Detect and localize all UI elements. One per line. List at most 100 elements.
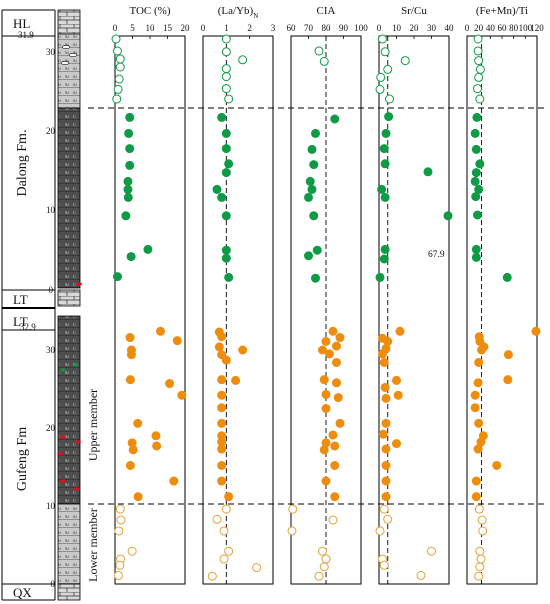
lithology-column xyxy=(57,9,82,601)
green-marker xyxy=(60,368,66,372)
gufeng-filled-point xyxy=(319,375,329,385)
gufeng-filled-point xyxy=(503,375,513,385)
dalong-filled-point xyxy=(375,272,385,282)
gufeng-open-point xyxy=(319,562,329,572)
dalong-open-point xyxy=(111,34,121,44)
x-tick-label: 80 xyxy=(509,23,519,33)
gufeng-filled-point xyxy=(381,492,391,502)
x-tick-label: 70 xyxy=(304,23,314,33)
gufeng-open-point xyxy=(116,515,126,525)
x-tick-label: 30 xyxy=(427,23,437,33)
gufeng-filled-point xyxy=(470,403,480,413)
gufeng-filled-point xyxy=(332,357,341,367)
dalong-filled-point xyxy=(123,176,133,186)
depth-axis-dalong: 31.9 30 20 10 0 xyxy=(18,30,56,295)
panel-title: TOC (%) xyxy=(129,5,170,17)
chert-nodule xyxy=(60,61,70,65)
panel-title: Sr/Cu xyxy=(401,5,427,17)
gufeng-open-point xyxy=(416,570,426,580)
dalong-open-point xyxy=(238,55,248,65)
depth-tick-label: 0 xyxy=(51,579,56,589)
gufeng-open-point xyxy=(212,514,222,524)
dalong-open-point xyxy=(221,34,231,44)
dalong-filled-point xyxy=(143,244,153,254)
dalong-filled-point xyxy=(423,167,433,177)
unit-label-gufeng: Gufeng Fm xyxy=(15,427,30,491)
dalong-filled-point xyxy=(123,184,133,194)
dalong-filled-point xyxy=(304,251,313,261)
dalong-filled-point xyxy=(305,176,315,186)
dalong-open-point xyxy=(113,84,123,94)
x-tick-label: 1 xyxy=(224,23,229,33)
x-tick-label: 3 xyxy=(271,23,276,33)
gufeng-filled-point xyxy=(381,476,391,486)
gufeng-filled-point xyxy=(126,350,136,360)
gufeng-filled-point xyxy=(332,378,341,388)
gufeng-filled-point xyxy=(531,326,541,336)
x-tick-label: 10 xyxy=(146,23,156,33)
dalong-filled-point xyxy=(217,192,227,202)
gufeng-filled-point xyxy=(231,375,241,385)
dalong-filled-point xyxy=(224,159,234,169)
gufeng-filled-point xyxy=(169,476,179,486)
panel-frame xyxy=(202,35,274,585)
gufeng-open-point xyxy=(475,562,485,572)
dalong-open-point xyxy=(115,62,125,72)
dalong-filled-point xyxy=(125,144,135,154)
dalong-filled-point xyxy=(380,244,390,254)
dalong-filled-point xyxy=(502,272,512,282)
red-marker xyxy=(58,452,64,456)
x-tick-label: 100 xyxy=(354,23,368,33)
gufeng-open-point xyxy=(252,563,262,573)
gufeng-filled-point xyxy=(381,418,391,428)
dalong-filled-point xyxy=(307,184,317,194)
gufeng-filled-point xyxy=(392,439,401,449)
dalong-open-point xyxy=(378,34,387,44)
dalong-filled-point xyxy=(125,112,135,122)
data-points xyxy=(375,34,453,580)
panel-la-yb: (La/Yb)N 0 1 2 3 xyxy=(201,5,276,585)
depth-tick-label: 31.9 xyxy=(18,30,34,40)
depth-tick-label: 20 xyxy=(46,423,56,433)
dalong-filled-point xyxy=(380,159,390,169)
gufeng-filled-point xyxy=(474,418,484,428)
gufeng-filled-point xyxy=(477,345,487,355)
gufeng-filled-point xyxy=(321,336,331,346)
member-label-lower: Lower member xyxy=(86,508,100,582)
dalong-filled-point xyxy=(212,184,222,194)
dalong-open-point xyxy=(112,46,122,56)
x-tick-label: 20 xyxy=(474,23,484,33)
gufeng-filled-point xyxy=(319,445,329,455)
panel-title: CIA xyxy=(317,5,336,17)
depth-tick-label: 10 xyxy=(46,205,56,215)
gufeng-filled-point xyxy=(151,431,161,441)
dalong-filled-point xyxy=(121,211,131,221)
dalong-filled-point xyxy=(221,211,231,221)
gufeng-filled-point xyxy=(381,460,391,470)
gufeng-filled-point xyxy=(330,441,340,451)
depth-tick-label: 32.9 xyxy=(20,322,36,332)
gufeng-filled-point xyxy=(503,350,513,360)
panel-title: (La/Yb)N xyxy=(218,5,259,20)
gufeng-filled-point xyxy=(321,476,331,486)
gufeng-open-point xyxy=(221,504,231,514)
x-tick-label: 15 xyxy=(163,23,173,33)
gufeng-filled-point xyxy=(474,357,484,367)
gufeng-open-point xyxy=(219,526,229,536)
gufeng-filled-point xyxy=(128,445,138,455)
gufeng-filled-point xyxy=(325,349,334,359)
dalong-filled-point xyxy=(124,128,134,138)
dalong-filled-point xyxy=(384,112,394,122)
tick-labels: 0 1 2 3 xyxy=(201,23,276,39)
gufeng-filled-point xyxy=(217,403,227,413)
depth-tick-label: 30 xyxy=(46,345,56,355)
gufeng-filled-point xyxy=(172,336,182,346)
dalong-filled-point xyxy=(311,273,320,283)
gufeng-filled-point xyxy=(238,345,248,355)
unit-label-lt-bottom: LT xyxy=(13,314,28,329)
x-tick-label: 100 xyxy=(519,23,533,33)
dalong-filled-point xyxy=(112,272,122,282)
x-tick-label: 0 xyxy=(201,23,206,33)
gufeng-filled-point xyxy=(177,390,187,400)
